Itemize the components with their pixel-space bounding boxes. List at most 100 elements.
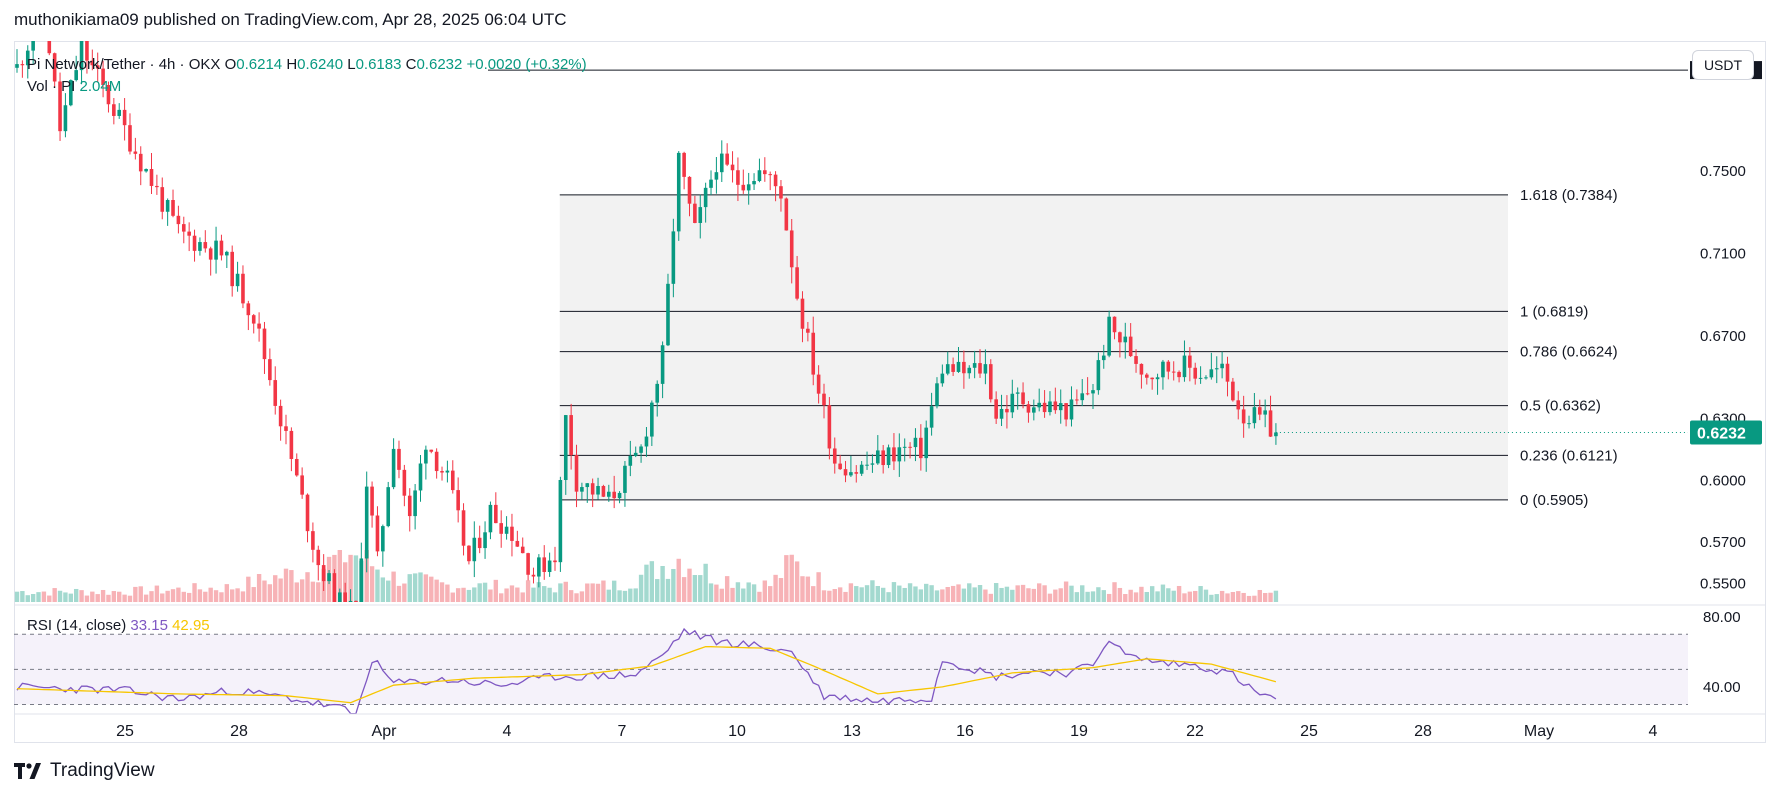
candle-body bbox=[494, 504, 498, 524]
volume-bar bbox=[30, 593, 36, 602]
candle-body bbox=[381, 526, 385, 552]
volume-bar bbox=[585, 583, 590, 602]
volume-bar bbox=[773, 574, 778, 602]
fib-level-label: 0.786 (0.6624) bbox=[1520, 344, 1618, 361]
open-value: 0.6214 bbox=[236, 56, 283, 73]
volume-bar bbox=[536, 582, 542, 602]
candle-body bbox=[580, 487, 584, 492]
candle-body bbox=[284, 426, 288, 431]
candle-body bbox=[639, 446, 643, 453]
volume-bar bbox=[192, 583, 197, 602]
volume-bar bbox=[945, 586, 950, 602]
currency-button[interactable]: USDT bbox=[1692, 50, 1754, 80]
volume-bar bbox=[477, 583, 482, 602]
volume-bar bbox=[197, 589, 203, 602]
tradingview-logo[interactable]: TradingView bbox=[14, 760, 155, 782]
volume-bar bbox=[1058, 588, 1063, 602]
volume-bar bbox=[509, 585, 515, 602]
candle-body bbox=[1064, 403, 1068, 420]
volume-bar bbox=[100, 589, 106, 602]
volume-bar bbox=[988, 593, 993, 602]
candle-body bbox=[1015, 392, 1020, 394]
candle-body bbox=[278, 405, 283, 427]
volume-bar bbox=[924, 583, 929, 602]
time-tick-label: 28 bbox=[230, 723, 248, 740]
volume-bar bbox=[525, 580, 531, 602]
candle-body bbox=[338, 592, 342, 602]
time-tick-label: 7 bbox=[618, 723, 627, 740]
candle-body bbox=[1069, 399, 1074, 420]
volume-bar bbox=[1053, 589, 1058, 602]
candle-body bbox=[779, 186, 783, 199]
volume-bar bbox=[429, 576, 434, 602]
tradingview-logo-icon bbox=[14, 763, 41, 779]
candle-body bbox=[994, 399, 998, 419]
candle-body bbox=[1204, 377, 1208, 379]
candle-body bbox=[461, 510, 466, 546]
symbol-title[interactable]: Pi Network/Tether · 4h · OKX bbox=[27, 56, 221, 73]
candle-body bbox=[488, 504, 493, 533]
candle-body bbox=[644, 436, 649, 447]
volume-bar bbox=[1085, 591, 1090, 602]
volume-bar bbox=[1225, 593, 1230, 602]
volume-bar bbox=[552, 592, 558, 602]
volume-bar bbox=[1117, 587, 1123, 602]
volume-bar bbox=[1160, 584, 1166, 602]
volume-bar bbox=[681, 577, 687, 602]
candle-body bbox=[1182, 355, 1187, 378]
candle-body bbox=[1005, 408, 1009, 413]
candle-body bbox=[800, 298, 805, 329]
volume-bar bbox=[515, 587, 520, 602]
rsi-label[interactable]: RSI (14, close) bbox=[27, 617, 127, 634]
volume-bar bbox=[800, 576, 805, 602]
candle-body bbox=[1058, 403, 1063, 411]
volume-bar bbox=[940, 589, 945, 602]
candle-body bbox=[773, 174, 778, 187]
candle-body bbox=[510, 526, 514, 541]
volume-bar bbox=[870, 580, 875, 602]
volume-bar bbox=[1096, 587, 1101, 602]
volume-bar bbox=[1193, 590, 1198, 602]
close-label: C bbox=[405, 56, 417, 73]
candle-body bbox=[784, 198, 789, 231]
candle-body bbox=[1177, 371, 1181, 378]
volume-bar bbox=[784, 555, 789, 602]
volume-bar bbox=[972, 587, 977, 602]
candle-body bbox=[703, 187, 708, 208]
volume-bar bbox=[724, 576, 730, 602]
candle-body bbox=[650, 402, 654, 437]
volume-bar bbox=[418, 572, 423, 602]
candle-body bbox=[241, 273, 245, 304]
candle-body bbox=[294, 458, 299, 476]
volume-bar bbox=[369, 566, 375, 602]
candle-body bbox=[1247, 423, 1251, 425]
volume-bar bbox=[407, 574, 412, 602]
volume-bar bbox=[1149, 586, 1155, 602]
volume-bar bbox=[601, 580, 606, 602]
volume-bar bbox=[68, 593, 73, 602]
fib-level-label: 0.5 (0.6362) bbox=[1520, 398, 1601, 415]
volume-bar bbox=[977, 585, 983, 602]
volume-bar bbox=[649, 561, 655, 602]
volume-bar bbox=[934, 590, 940, 602]
low-value: 0.6183 bbox=[355, 56, 402, 73]
candle-body bbox=[1101, 355, 1106, 361]
fib-level-label: 0 (0.5905) bbox=[1520, 492, 1588, 509]
candle-body bbox=[456, 490, 460, 511]
volume-bar bbox=[1246, 595, 1252, 602]
candle-body bbox=[854, 472, 859, 474]
candle-body bbox=[128, 125, 132, 152]
volume-bar bbox=[687, 568, 692, 602]
candle-body bbox=[25, 50, 30, 66]
volume-bar bbox=[143, 594, 149, 602]
volume-bar bbox=[859, 587, 864, 602]
candle-body bbox=[763, 170, 767, 175]
volume-bar bbox=[47, 595, 52, 602]
volume-bar bbox=[412, 573, 418, 602]
time-tick-label: 4 bbox=[503, 723, 512, 740]
candle-body bbox=[520, 546, 525, 554]
volume-bar bbox=[402, 583, 407, 602]
candle-body bbox=[962, 361, 966, 374]
candle-body bbox=[736, 170, 740, 185]
